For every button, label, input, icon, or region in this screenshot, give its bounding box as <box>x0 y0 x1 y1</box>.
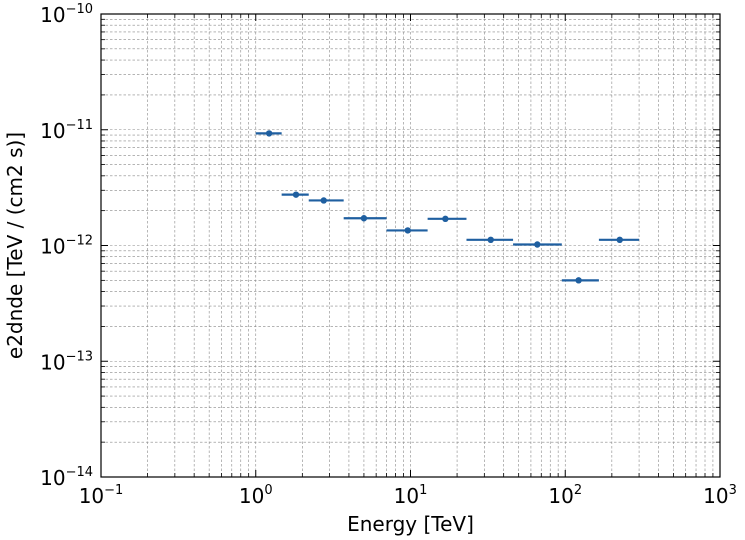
data-point <box>265 130 273 137</box>
data-point <box>487 236 494 244</box>
y-tick-label: 10−13 <box>40 349 93 374</box>
data-point <box>575 277 582 284</box>
data-series <box>255 130 640 284</box>
x-tick-label: 10−1 <box>79 483 124 508</box>
x-tick-label: 100 <box>239 483 273 508</box>
x-axis-label: Energy [TeV] <box>347 512 474 536</box>
x-tick-labels: 10−1 100 101 102 103 <box>79 483 737 508</box>
y-tick-label: 10−11 <box>40 118 93 143</box>
data-point <box>360 215 368 222</box>
data-point <box>442 215 449 223</box>
x-tick-label: 103 <box>703 483 737 508</box>
x-tick-label: 102 <box>548 483 582 508</box>
grid <box>101 14 720 477</box>
minor-ticks <box>101 14 720 477</box>
data-point <box>320 197 327 204</box>
y-tick-label: 10−14 <box>40 465 93 490</box>
data-point <box>292 191 300 198</box>
data-point <box>616 236 623 244</box>
x-tick-label: 101 <box>394 483 428 508</box>
data-point <box>404 227 411 234</box>
y-tick-label: 10−12 <box>40 234 93 259</box>
plot-frame <box>100 13 721 478</box>
y-tick-labels: 10−14 10−13 10−12 10−11 10−10 <box>40 2 93 490</box>
y-tick-label: 10−10 <box>40 2 93 27</box>
y-axis-label: e2dnde [TeV / (cm2 s)] <box>3 132 27 359</box>
data-point <box>534 241 541 248</box>
